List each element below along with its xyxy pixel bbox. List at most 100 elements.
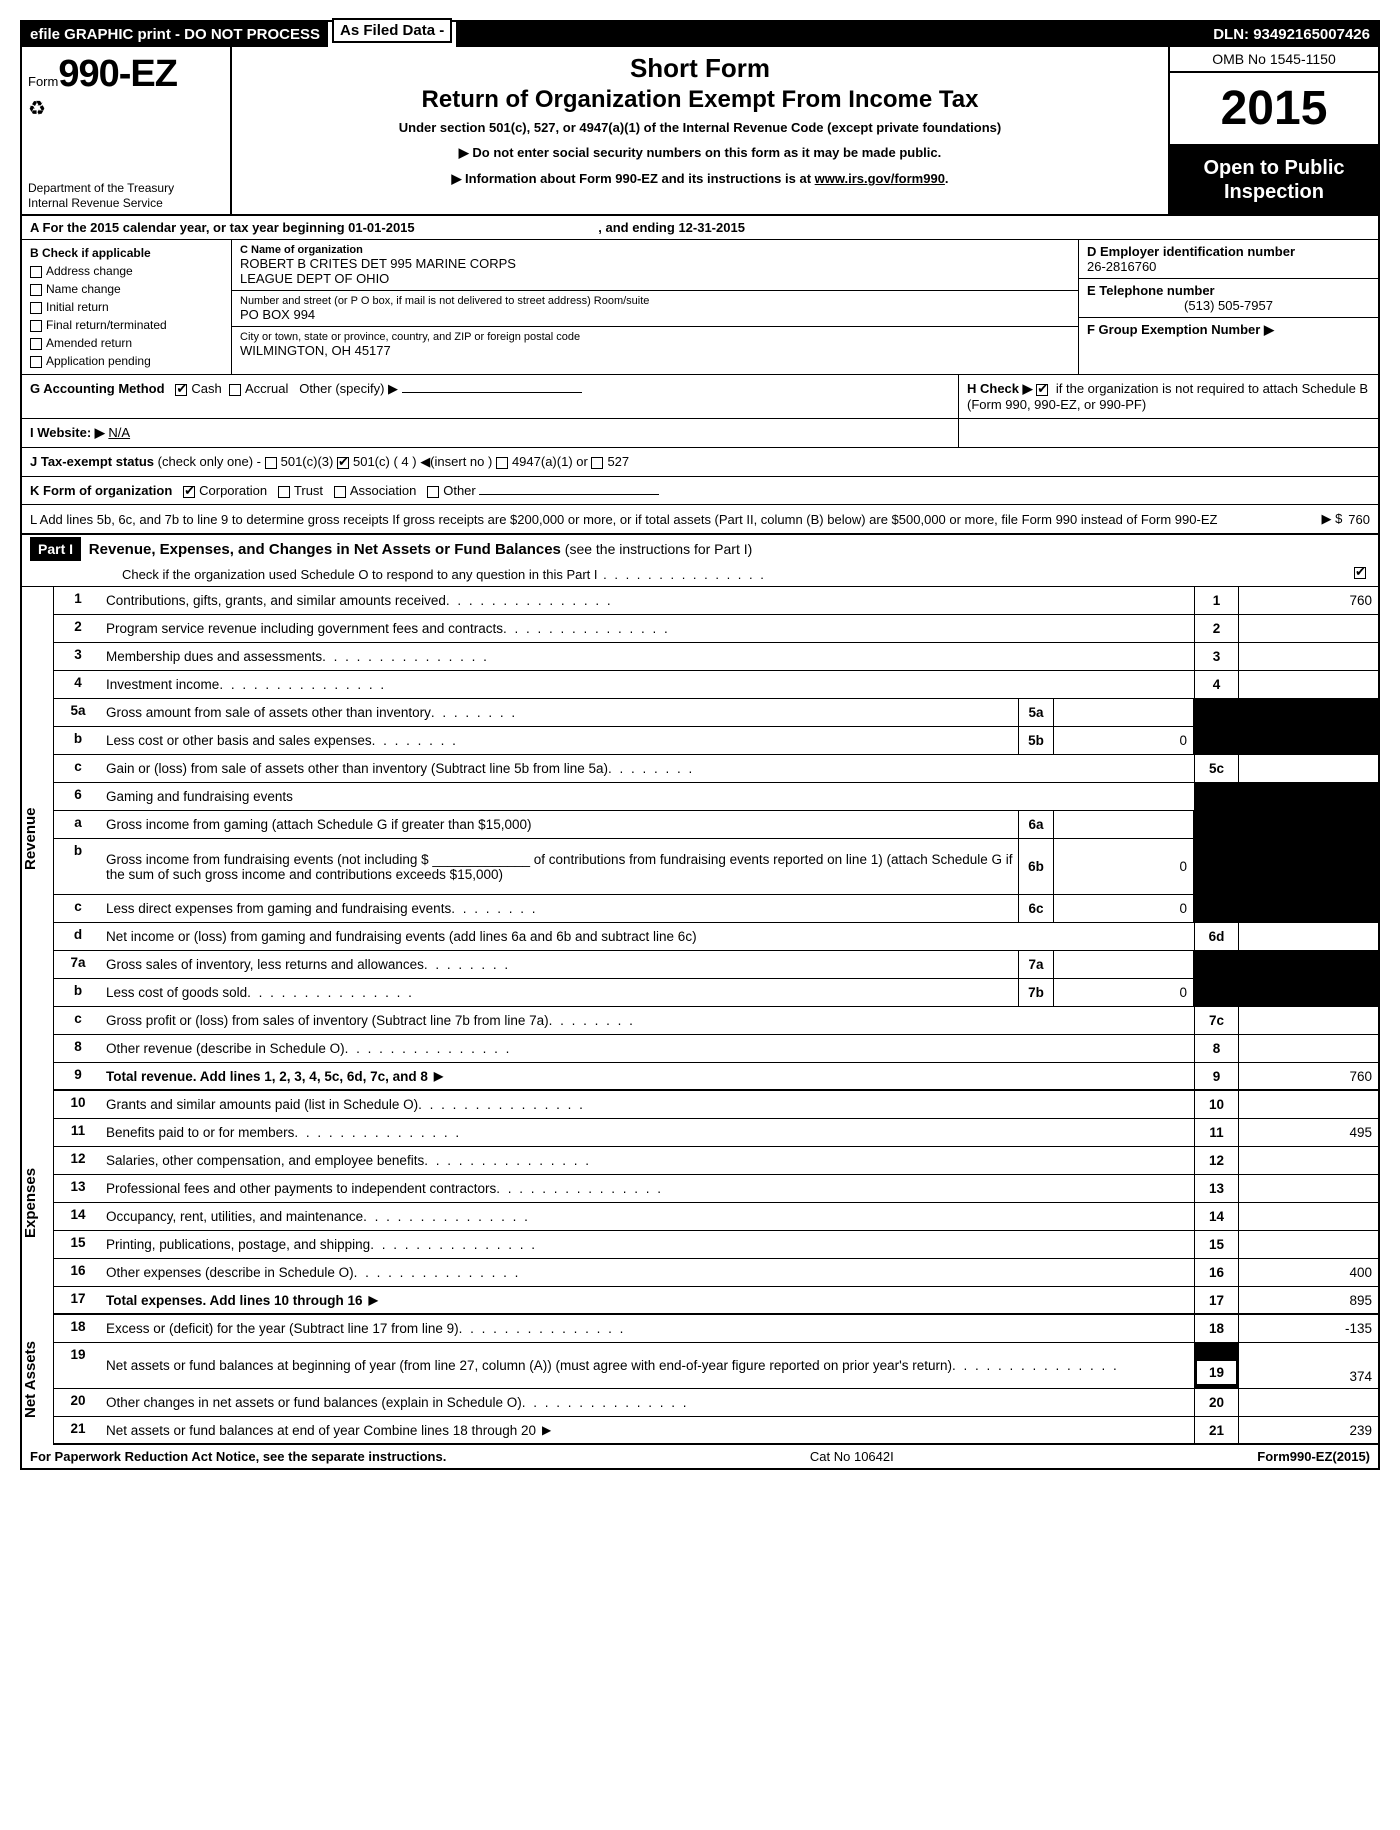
row-a-end: 12-31-2015 <box>678 220 745 235</box>
label-cash: Cash <box>191 381 221 396</box>
line-5c-val <box>1238 755 1378 782</box>
topbar: efile GRAPHIC print - DO NOT PROCESS As … <box>22 22 1378 47</box>
line-20-val <box>1238 1389 1378 1416</box>
line-7b-desc: Less cost of goods sold <box>102 979 1018 1006</box>
header-right: OMB No 1545-1150 2015 Open to Public Ins… <box>1168 47 1378 214</box>
line-2-box: 2 <box>1194 615 1238 642</box>
line-7c-desc: Gross profit or (loss) from sales of inv… <box>102 1007 1194 1034</box>
checkbox-4947[interactable] <box>496 457 508 469</box>
label-501c3: 501(c)(3) <box>281 454 334 469</box>
checkbox-corporation[interactable] <box>183 486 195 498</box>
checkbox-address-change[interactable] <box>30 266 42 278</box>
line-6c-shade2 <box>1238 895 1378 922</box>
notice-info-text: ▶ Information about Form 990-EZ and its … <box>451 171 814 186</box>
line-13-desc: Professional fees and other payments to … <box>102 1175 1194 1202</box>
checkbox-501c3[interactable] <box>265 457 277 469</box>
line-6a-desc: Gross income from gaming (attach Schedul… <box>102 811 1018 838</box>
line-7b-subval: 0 <box>1054 979 1194 1006</box>
checkbox-trust[interactable] <box>278 486 290 498</box>
line-15-desc: Printing, publications, postage, and shi… <box>102 1231 1194 1258</box>
line-1-desc: Contributions, gifts, grants, and simila… <box>102 587 1194 614</box>
row-h-spacer <box>958 419 1378 447</box>
label-accrual: Accrual <box>245 381 288 396</box>
line-13-box: 13 <box>1194 1175 1238 1202</box>
irs-link[interactable]: www.irs.gov/form990 <box>815 171 945 186</box>
line-18-num: 18 <box>54 1315 102 1342</box>
line-7c-box: 7c <box>1194 1007 1238 1034</box>
line-20-box: 20 <box>1194 1389 1238 1416</box>
line-8-num: 8 <box>54 1035 102 1062</box>
line-11-val: 495 <box>1238 1119 1378 1146</box>
label-association: Association <box>350 483 416 498</box>
line-6d-num: d <box>54 923 102 950</box>
checkbox-application-pending[interactable] <box>30 356 42 368</box>
line-13-num: 13 <box>54 1175 102 1202</box>
line-5a-num: 5a <box>54 699 102 726</box>
city-label: City or town, state or province, country… <box>240 331 1070 343</box>
line-5c-box: 5c <box>1194 755 1238 782</box>
line-18-box: 18 <box>1194 1315 1238 1342</box>
checkbox-cash[interactable] <box>175 384 187 396</box>
line-6b-desc: Gross income from fundraising events (no… <box>102 839 1018 894</box>
line-14-val <box>1238 1203 1378 1230</box>
checkbox-accrual[interactable] <box>229 384 241 396</box>
checkbox-schedule-b[interactable] <box>1036 384 1048 396</box>
line-7c-val <box>1238 1007 1378 1034</box>
dln-number: DLN: 93492165007426 <box>1205 22 1378 47</box>
part-1-suffix: (see the instructions for Part I) <box>565 541 753 557</box>
line-9-num: 9 <box>54 1063 102 1089</box>
other-org-input[interactable] <box>479 494 659 495</box>
line-6d-desc: Net income or (loss) from gaming and fun… <box>102 923 1194 950</box>
line-11-num: 11 <box>54 1119 102 1146</box>
page-footer: For Paperwork Reduction Act Notice, see … <box>22 1445 1378 1468</box>
line-21-desc: Net assets or fund balances at end of ye… <box>102 1417 1194 1443</box>
checkbox-schedule-o[interactable] <box>1354 567 1366 579</box>
label-address-change: Address change <box>46 264 133 278</box>
expenses-label: Expenses <box>22 1091 39 1315</box>
part-1-header: Part I Revenue, Expenses, and Changes in… <box>22 535 1378 563</box>
label-trust: Trust <box>294 483 323 498</box>
checkbox-name-change[interactable] <box>30 284 42 296</box>
line-19-box: 19 <box>1197 1361 1236 1384</box>
footer-form: Form990-EZ(2015) <box>1257 1449 1370 1464</box>
line-7a-subnum: 7a <box>1018 951 1054 978</box>
checkbox-527[interactable] <box>591 457 603 469</box>
line-6b-subval: 0 <box>1054 839 1194 894</box>
line-10-box: 10 <box>1194 1091 1238 1118</box>
line-8-desc: Other revenue (describe in Schedule O) <box>102 1035 1194 1062</box>
checkbox-other-org[interactable] <box>427 486 439 498</box>
row-h-prefix: H Check ▶ <box>967 381 1033 396</box>
label-4947: 4947(a)(1) or <box>512 454 588 469</box>
dept-treasury: Department of the Treasury <box>28 181 174 195</box>
line-6a-subval <box>1054 811 1194 838</box>
notice-info: ▶ Information about Form 990-EZ and its … <box>242 171 1158 187</box>
line-5c-num: c <box>54 755 102 782</box>
checkbox-association[interactable] <box>334 486 346 498</box>
line-11-box: 11 <box>1194 1119 1238 1146</box>
row-l-value: 760 <box>1348 512 1370 527</box>
line-5a-shade1 <box>1194 699 1238 726</box>
checkbox-final-return[interactable] <box>30 320 42 332</box>
line-7a-shade1 <box>1194 951 1238 978</box>
checkbox-501c[interactable] <box>337 457 349 469</box>
checkbox-initial-return[interactable] <box>30 302 42 314</box>
line-3-val <box>1238 643 1378 670</box>
line-20-num: 20 <box>54 1389 102 1416</box>
line-15-box: 15 <box>1194 1231 1238 1258</box>
line-5c-desc: Gain or (loss) from sale of assets other… <box>102 755 1194 782</box>
checkbox-amended-return[interactable] <box>30 338 42 350</box>
line-18-desc: Excess or (deficit) for the year (Subtra… <box>102 1315 1194 1342</box>
row-k: K Form of organization Corporation Trust… <box>22 477 1378 504</box>
col-b-title: B Check if applicable <box>30 244 223 262</box>
other-method-input[interactable] <box>402 392 582 393</box>
line-2-val <box>1238 615 1378 642</box>
line-5b-subnum: 5b <box>1018 727 1054 754</box>
line-8-box: 8 <box>1194 1035 1238 1062</box>
line-16-num: 16 <box>54 1259 102 1286</box>
netassets-label: Net Assets <box>22 1315 39 1445</box>
row-a-tax-year: A For the 2015 calendar year, or tax yea… <box>22 216 1378 240</box>
line-17-box: 17 <box>1194 1287 1238 1313</box>
line-3-desc: Membership dues and assessments <box>102 643 1194 670</box>
row-i: I Website: ▶ N/A <box>22 419 958 447</box>
row-a-prefix: A For the 2015 calendar year, or tax yea… <box>30 220 348 235</box>
